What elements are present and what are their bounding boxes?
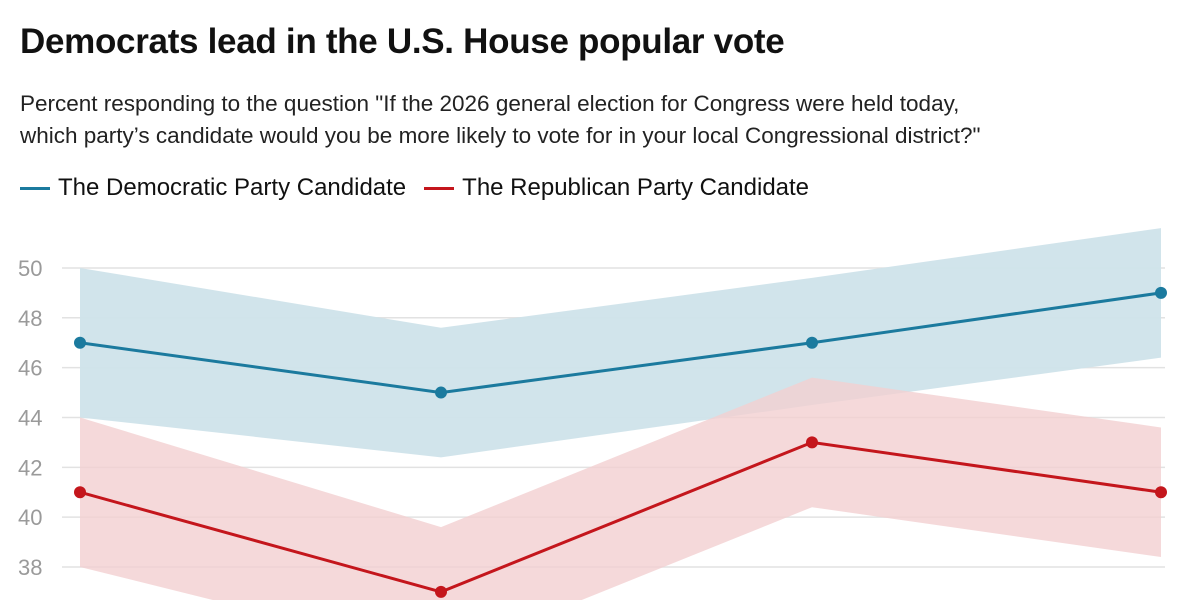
- legend-label: The Republican Party Candidate: [462, 174, 810, 201]
- subtitle-line: which party’s candidate would you be mor…: [20, 123, 981, 148]
- data-point: [74, 336, 86, 349]
- y-tick-label: 50: [18, 256, 42, 281]
- data-point: [435, 386, 447, 399]
- legend-item-democratic: The Democratic Party Candidate: [20, 174, 406, 202]
- subtitle-line: Percent responding to the question "If t…: [20, 91, 960, 116]
- data-point: [806, 436, 818, 449]
- y-tick-label: 48: [18, 306, 42, 331]
- data-point: [435, 585, 447, 598]
- chart-subtitle: Percent responding to the question "If t…: [20, 88, 1200, 152]
- chart-title: Democrats lead in the U.S. House popular…: [20, 22, 785, 61]
- legend-item-republican: The Republican Party Candidate: [424, 174, 809, 202]
- series-line-1: [79, 440, 1162, 594]
- y-tick-label: 46: [18, 356, 42, 381]
- legend-swatch: [20, 186, 50, 190]
- y-tick-label: 44: [18, 405, 42, 430]
- y-tick-label: 38: [18, 555, 42, 580]
- legend: The Democratic Party Candidate The Repub…: [20, 174, 809, 202]
- y-tick-label: 42: [18, 455, 42, 480]
- series-line-0: [79, 291, 1162, 395]
- legend-swatch: [424, 186, 455, 190]
- y-tick-label: 40: [18, 505, 42, 530]
- data-point: [74, 486, 86, 499]
- legend-label: The Democratic Party Candidate: [58, 174, 407, 201]
- data-point: [806, 336, 818, 349]
- confidence-band-1: [80, 377, 1161, 600]
- confidence-band-0: [80, 228, 1161, 458]
- data-point: [1155, 486, 1167, 499]
- data-point: [1155, 286, 1167, 299]
